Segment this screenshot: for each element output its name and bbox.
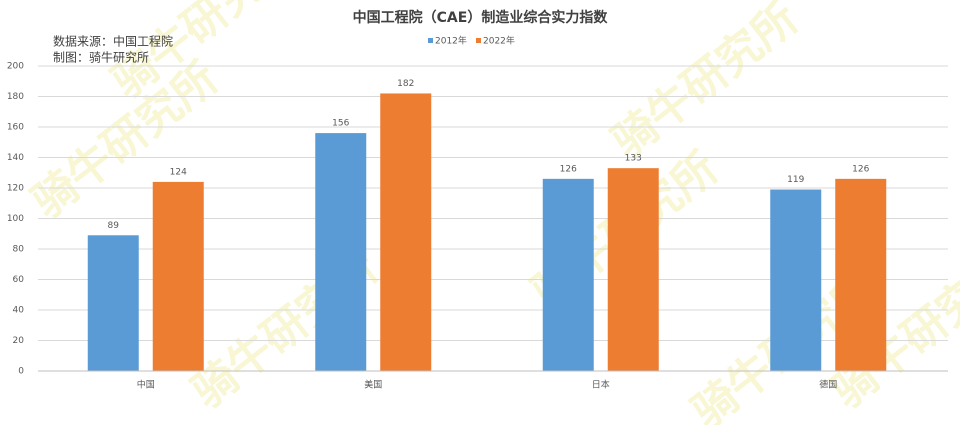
- data-label: 119: [787, 175, 804, 185]
- bar: [770, 189, 822, 371]
- y-tick-label: 0: [18, 367, 24, 377]
- legend-label: 2012年: [435, 35, 467, 47]
- bar: [835, 178, 887, 371]
- legend-swatch: [428, 38, 433, 43]
- bar: [315, 133, 367, 371]
- data-label: 124: [170, 167, 187, 177]
- bar: [380, 93, 432, 371]
- chart-title: 中国工程院（CAE）制造业综合实力指数: [353, 9, 609, 26]
- y-tick-label: 160: [7, 123, 24, 133]
- bar: [607, 168, 659, 371]
- source-note: 数据来源：中国工程院: [53, 34, 173, 49]
- author-note: 制图：骑牛研究所: [53, 50, 149, 65]
- x-tick-label: 日本: [592, 379, 610, 391]
- legend-swatch: [476, 38, 481, 43]
- x-tick-label: 美国: [364, 379, 382, 391]
- y-tick-label: 140: [7, 153, 24, 163]
- bar: [542, 178, 594, 371]
- y-tick-label: 100: [7, 214, 24, 224]
- bar: [152, 181, 204, 371]
- data-label: 156: [332, 119, 349, 129]
- data-label: 89: [108, 221, 120, 231]
- x-tick-label: 中国: [137, 379, 155, 391]
- bar: [87, 235, 139, 371]
- y-tick-label: 60: [13, 275, 25, 285]
- y-tick-label: 40: [13, 306, 25, 316]
- y-tick-label: 200: [7, 62, 24, 72]
- data-label: 133: [625, 154, 642, 164]
- y-tick-label: 120: [7, 184, 24, 194]
- legend-label: 2022年: [483, 35, 515, 47]
- data-label: 126: [852, 164, 869, 174]
- y-tick-label: 180: [7, 92, 24, 102]
- y-tick-label: 80: [13, 245, 25, 255]
- y-tick-label: 20: [13, 336, 25, 346]
- data-label: 182: [397, 79, 414, 89]
- data-label: 126: [560, 164, 577, 174]
- x-tick-label: 德国: [819, 379, 837, 391]
